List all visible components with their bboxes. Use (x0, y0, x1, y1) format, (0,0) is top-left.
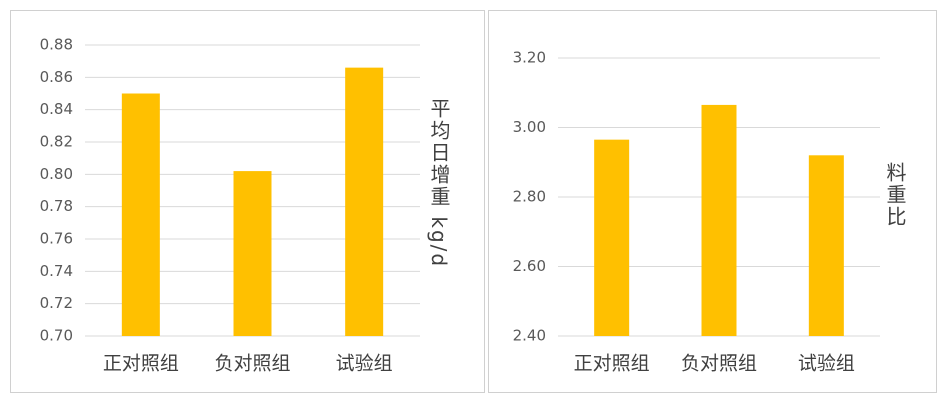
y-tick-label: 0.74 (40, 262, 73, 280)
bar (701, 104, 737, 336)
y-tick-label: 2.60 (513, 257, 546, 275)
bar (808, 155, 844, 336)
x-tick-label: 试验组 (336, 353, 393, 375)
y-tick-label: 2.40 (513, 327, 546, 345)
y-tick-label: 0.82 (40, 133, 73, 151)
y-tick-label: 0.84 (40, 100, 73, 118)
bar (594, 139, 630, 336)
x-tick-label: 正对照组 (103, 353, 179, 375)
y-tick-label: 0.86 (40, 68, 73, 86)
y-tick-label: 3.20 (513, 49, 546, 67)
y-axis-label: 平均日增重 kg/d (427, 98, 451, 269)
chart-panel (488, 10, 937, 393)
x-tick-label: 试验组 (798, 353, 855, 375)
y-tick-label: 0.78 (40, 197, 73, 215)
y-tick-label: 0.88 (40, 36, 73, 54)
x-tick-label: 负对照组 (681, 353, 757, 375)
y-tick-label: 0.80 (40, 165, 73, 183)
bar (121, 93, 160, 336)
bar (233, 171, 272, 336)
y-tick-label: 0.72 (40, 294, 73, 312)
x-tick-label: 正对照组 (574, 353, 650, 375)
x-tick-label: 负对照组 (214, 353, 290, 375)
y-tick-label: 2.80 (513, 188, 546, 206)
chart-panel (10, 10, 485, 393)
y-tick-label: 3.00 (513, 118, 546, 136)
y-tick-label: 0.76 (40, 230, 73, 248)
y-tick-label: 0.70 (40, 327, 73, 345)
bar (345, 67, 384, 336)
y-axis-label: 料重比 (883, 162, 907, 228)
